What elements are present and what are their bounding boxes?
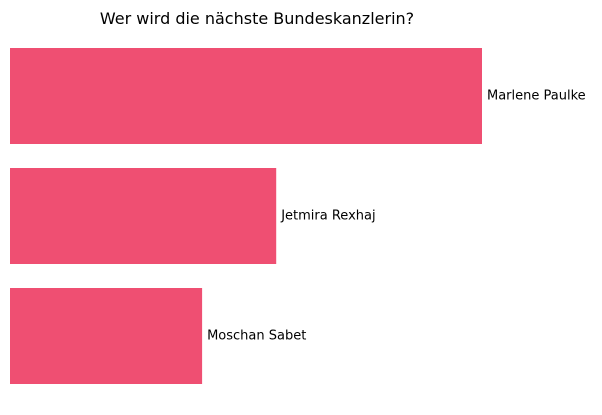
bar-label-0: Marlene Paulke	[487, 89, 586, 104]
bar-label-2: Moschan Sabet	[207, 329, 306, 344]
chart-title: Wer wird die nächste Bundeskanzlerin?	[100, 9, 414, 28]
bar-0	[10, 48, 482, 144]
bar-2	[10, 288, 203, 384]
bars-group	[10, 48, 482, 384]
bar-1	[10, 168, 277, 264]
bar-label-1: Jetmira Rexhaj	[280, 209, 375, 224]
bar-labels-group: Marlene Paulke Jetmira Rexhaj Moschan Sabe…	[207, 89, 586, 344]
